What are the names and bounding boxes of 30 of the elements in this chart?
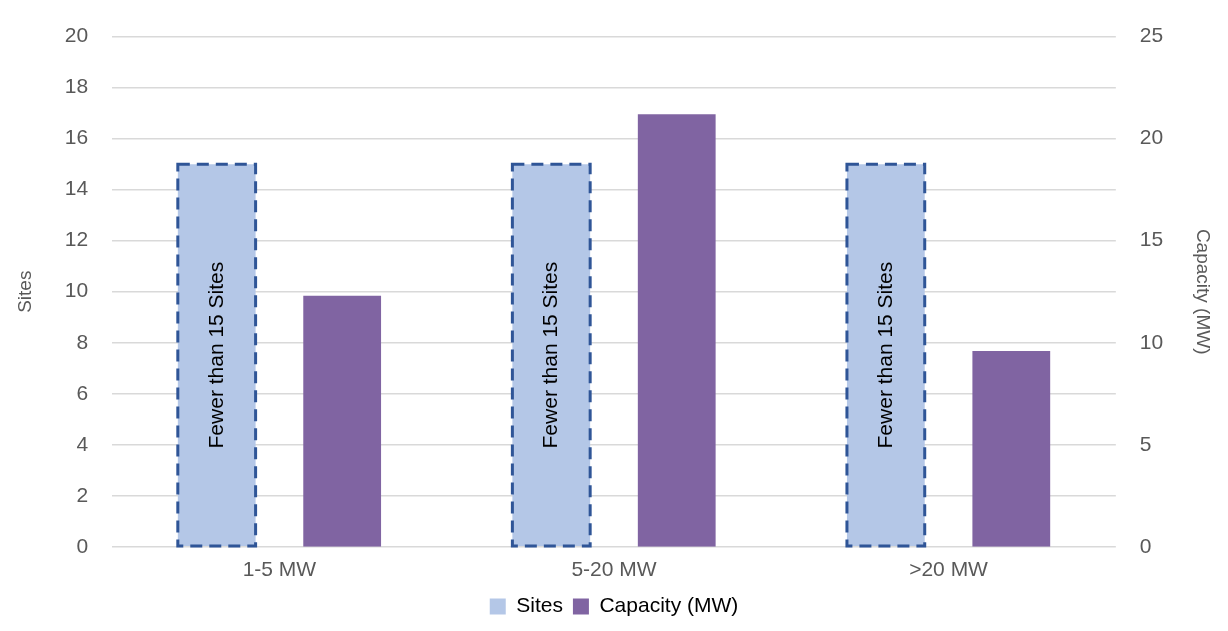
bar [303, 295, 382, 547]
y2-tick-label: 10 [1139, 329, 1164, 353]
x-tick-label: 1-5 MW [242, 557, 317, 581]
data-label: Fewer than 15 Sites [203, 261, 227, 449]
x-tick-label: >20 MW [909, 557, 989, 581]
legend-label: Sites [516, 593, 563, 617]
data-label: Fewer than 15 Sites [872, 261, 896, 449]
y-tick-label: 4 [76, 431, 89, 455]
y-tick-label: 6 [76, 380, 89, 404]
y-axis-title: Sites [13, 270, 35, 313]
y-tick-label: 14 [64, 176, 89, 200]
y2-axis-title: Capacity (MW) [1193, 228, 1215, 355]
y2-tick-label: 5 [1139, 431, 1152, 455]
y2-tick-label: 15 [1139, 227, 1164, 251]
y2-tick-label: 20 [1139, 125, 1164, 149]
y-tick-label: 20 [64, 23, 89, 47]
y-tick-label: 2 [76, 482, 89, 506]
y-tick-label: 12 [64, 227, 89, 251]
y-tick-label: 18 [64, 74, 89, 98]
y2-tick-label: 25 [1139, 23, 1164, 47]
y2-tick-label: 0 [1139, 533, 1152, 557]
bar [972, 350, 1051, 547]
y-tick-label: 8 [76, 329, 89, 353]
bar [637, 114, 716, 547]
y-tick-label: 16 [64, 125, 89, 149]
x-tick-label: 5-20 MW [571, 557, 657, 581]
y-tick-label: 10 [64, 278, 89, 302]
y-tick-label: 0 [76, 533, 89, 557]
legend-label: Capacity (MW) [599, 593, 739, 617]
data-label: Fewer than 15 Sites [538, 261, 562, 449]
